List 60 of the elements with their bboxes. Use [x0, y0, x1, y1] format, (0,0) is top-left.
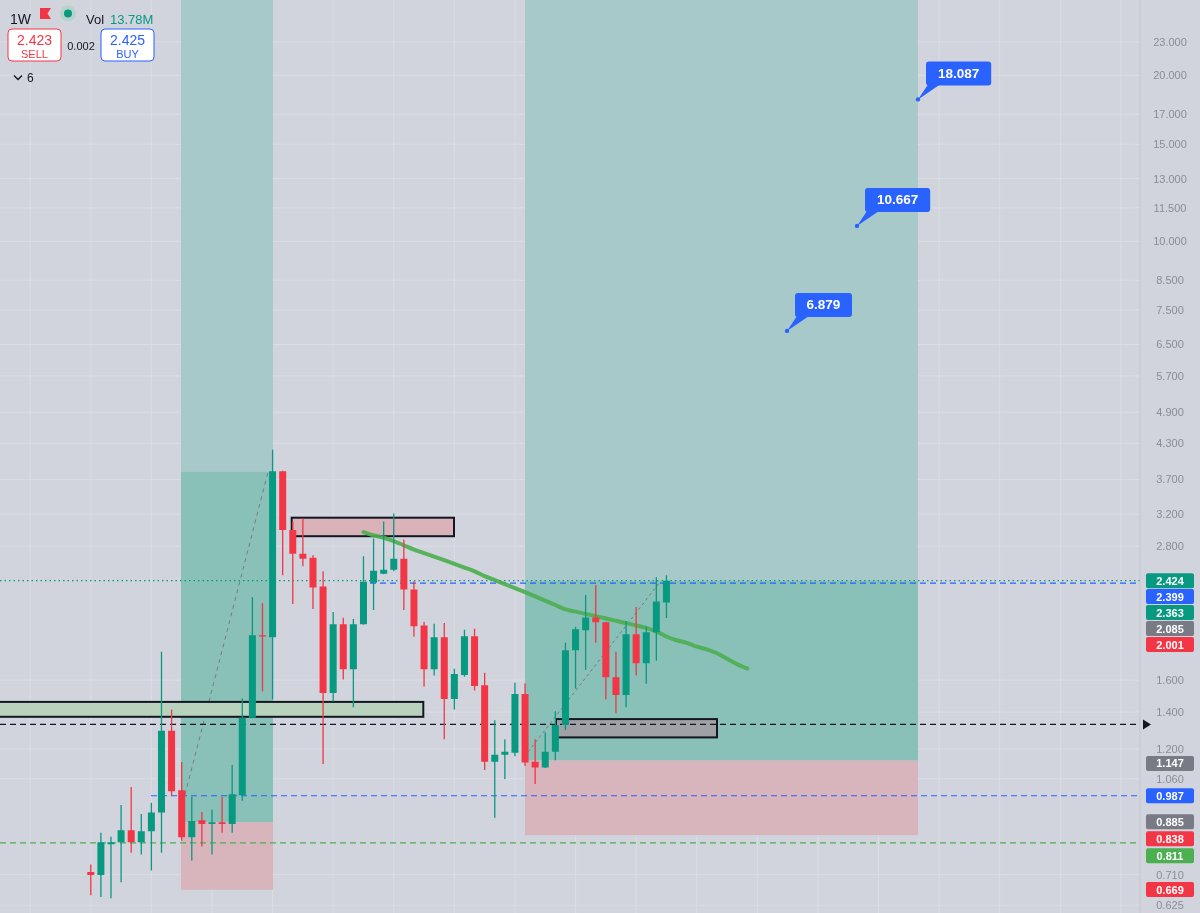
y-tick-label: 0.625 — [1156, 899, 1184, 912]
annotation: 18.087 — [937, 65, 980, 81]
candlestick — [309, 555, 317, 609]
text: 1W — [10, 11, 32, 27]
text: 1.147 — [1156, 757, 1184, 770]
annotation: 6 — [27, 71, 34, 85]
candlestick — [208, 809, 216, 855]
candlestick — [117, 804, 125, 883]
y-tick-label: 17.000 — [1153, 108, 1187, 121]
candlestick — [400, 539, 408, 610]
candlestick — [632, 607, 640, 676]
y-tick-label: 1.400 — [1156, 706, 1184, 719]
y-tick-label: 4.300 — [1156, 437, 1184, 450]
candlestick — [501, 739, 509, 779]
annotation: Vol — [86, 11, 105, 27]
y-tick-label: 3.200 — [1156, 508, 1184, 521]
annotation: 2.425 — [109, 32, 146, 48]
candlestick — [107, 836, 115, 899]
y-tick-label: 4.900 — [1156, 406, 1184, 419]
y-tick-label: 13.000 — [1153, 172, 1187, 185]
y-tick-label: 0.710 — [1156, 868, 1184, 881]
candlestick — [299, 518, 307, 567]
text: 2.085 — [1156, 622, 1184, 635]
y-tick-label: 6.500 — [1156, 338, 1184, 351]
y-tick-label: 8.500 — [1156, 274, 1184, 287]
text: 0.885 — [1156, 815, 1184, 828]
annotation: BUY — [116, 48, 140, 60]
ref-line-label: 2.424 — [1156, 574, 1185, 587]
candlestick — [198, 811, 206, 847]
annotation: 0.002 — [67, 40, 95, 52]
candlestick — [97, 832, 105, 898]
y-tick-label: 10.000 — [1153, 235, 1187, 248]
annotation: 2.423 — [16, 32, 53, 48]
y-tick-label: 15.000 — [1153, 138, 1187, 151]
line-series — [361, 530, 750, 671]
text: 2.399 — [1156, 590, 1184, 603]
text: 2.001 — [1156, 638, 1184, 651]
annotation: 13.78M — [110, 11, 154, 27]
text: 0.669 — [1156, 883, 1184, 896]
y-tick-label: 1.060 — [1156, 772, 1184, 785]
annotation: SELL — [21, 48, 48, 60]
candlestick — [319, 571, 327, 765]
candlestick — [612, 651, 620, 714]
y-tick-label: 20.000 — [1153, 69, 1187, 82]
y-tick-label: 5.700 — [1156, 369, 1184, 382]
y-tick-label: 1.600 — [1156, 674, 1184, 687]
y-tick-label: 3.700 — [1156, 473, 1184, 486]
annotation: 6.879 — [806, 297, 841, 313]
text: 2.363 — [1156, 606, 1184, 619]
ref-line-label: 0.987 — [1156, 789, 1184, 802]
y-tick-label: 7.500 — [1156, 304, 1184, 317]
text: 0.838 — [1156, 832, 1184, 845]
annotation: 10.667 — [876, 192, 919, 208]
y-tick-label: 2.800 — [1156, 540, 1184, 553]
text: 0.811 — [1156, 849, 1184, 862]
candlestick — [218, 796, 226, 833]
y-tick-label: 1.200 — [1156, 743, 1184, 756]
candlestick — [420, 621, 428, 687]
y-tick-label: 23.000 — [1153, 35, 1187, 48]
y-tick-label: 11.500 — [1153, 201, 1187, 214]
